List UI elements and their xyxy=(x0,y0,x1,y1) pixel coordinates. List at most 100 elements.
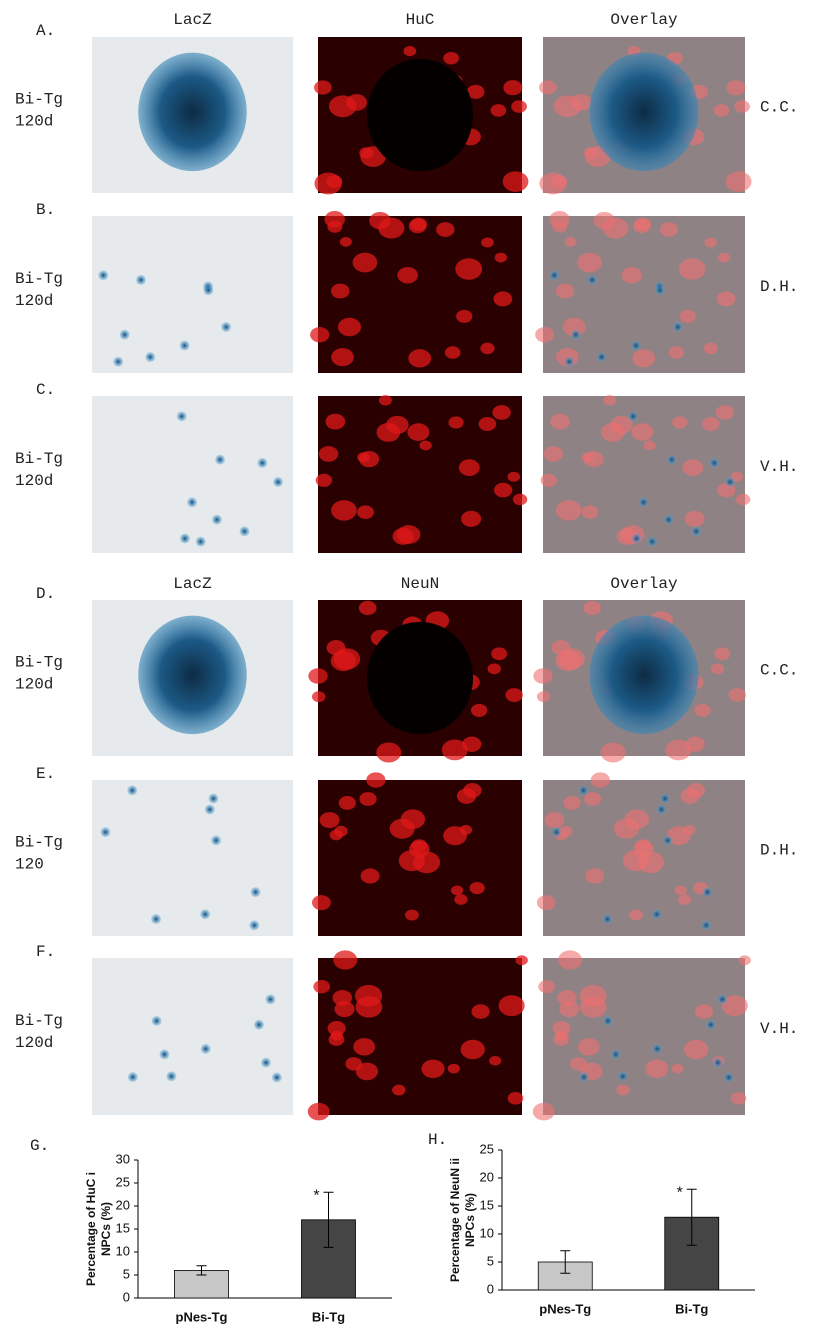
cell xyxy=(451,885,463,895)
cell xyxy=(459,459,480,476)
cell xyxy=(405,910,419,921)
lacz-dot xyxy=(717,994,727,1004)
cell xyxy=(643,440,655,450)
lacz-dot xyxy=(578,785,588,795)
cell xyxy=(671,1064,683,1074)
region-label: V.H. xyxy=(760,1020,798,1038)
cell xyxy=(601,742,626,762)
cell xyxy=(334,826,348,837)
cell xyxy=(571,94,592,111)
lacz-dot xyxy=(177,411,187,421)
lacz-dot xyxy=(603,1016,613,1026)
row-label: Bi-Tg xyxy=(15,270,63,288)
cell xyxy=(377,423,401,442)
cell xyxy=(359,792,376,806)
column-header: Overlay xyxy=(610,11,678,29)
lacz-dot xyxy=(602,914,612,924)
lacz-dot xyxy=(660,794,670,804)
cell xyxy=(325,414,345,430)
y-tick-label: 20 xyxy=(116,1197,130,1212)
lacz-dot xyxy=(628,411,638,421)
y-tick-label: 15 xyxy=(480,1197,494,1212)
cell xyxy=(503,80,522,95)
cell xyxy=(345,1057,362,1070)
lacz-dot xyxy=(200,909,210,919)
y-axis-label: Percentage of HuC i xyxy=(84,1172,98,1286)
row-label: Bi-Tg xyxy=(15,450,63,468)
cell xyxy=(403,46,416,56)
cell xyxy=(359,601,377,615)
lacz-region xyxy=(138,53,247,172)
row-label: 120d xyxy=(15,292,53,310)
column-header: NeuN xyxy=(401,575,439,593)
cell xyxy=(625,809,650,829)
cell xyxy=(555,1031,567,1041)
row-label: 120d xyxy=(15,472,53,490)
cell xyxy=(331,500,357,520)
cell xyxy=(448,1064,460,1074)
cell xyxy=(683,825,695,835)
cell xyxy=(539,80,557,94)
cell xyxy=(734,100,750,113)
cell xyxy=(556,500,582,520)
cell xyxy=(456,310,472,323)
lacz-dot xyxy=(221,322,231,332)
lacz-dot xyxy=(597,352,607,362)
y-tick-label: 25 xyxy=(480,1141,494,1156)
cell xyxy=(421,1060,444,1078)
lacz-dot xyxy=(215,455,225,465)
lacz-dot xyxy=(113,357,123,367)
panel-letter: H. xyxy=(428,1131,447,1149)
cell xyxy=(544,446,563,462)
lacz-dot xyxy=(128,1072,138,1082)
cell xyxy=(516,955,528,965)
y-axis-label: Percentage of NeuN ii xyxy=(448,1158,462,1282)
cell xyxy=(511,100,527,113)
cell xyxy=(685,511,705,527)
cell xyxy=(558,950,582,969)
panel-letter: C. xyxy=(36,381,55,399)
cell xyxy=(326,175,342,188)
cell xyxy=(578,1038,600,1055)
cell xyxy=(339,796,356,810)
lacz-dot xyxy=(631,341,641,351)
y-tick-label: 30 xyxy=(116,1151,130,1166)
cell xyxy=(494,483,512,498)
cell xyxy=(684,1040,708,1059)
cell xyxy=(479,417,497,431)
cell xyxy=(711,663,724,674)
cell xyxy=(393,528,414,545)
lacz-dot xyxy=(254,1020,264,1030)
lacz-dot xyxy=(180,341,190,351)
cell xyxy=(357,452,370,462)
cell xyxy=(629,910,643,921)
lacz-dot xyxy=(249,920,259,930)
cell xyxy=(538,980,555,993)
cell xyxy=(714,647,730,660)
cell xyxy=(503,171,529,192)
lacz-region xyxy=(589,53,698,172)
cell xyxy=(312,691,326,702)
y-tick-label: 5 xyxy=(123,1266,130,1281)
cell xyxy=(577,253,602,273)
y-tick-label: 0 xyxy=(123,1289,130,1304)
cell xyxy=(316,474,332,487)
cell xyxy=(726,80,745,95)
lacz-dot xyxy=(272,1072,282,1082)
lacz-dot xyxy=(127,785,137,795)
cell xyxy=(680,310,696,323)
lacz-dot xyxy=(709,458,719,468)
lacz-dot xyxy=(159,1049,169,1059)
panel-letter: B. xyxy=(36,201,55,219)
cell xyxy=(480,343,494,354)
lacz-dot xyxy=(265,994,275,1004)
lacz-dot xyxy=(261,1058,271,1068)
y-tick-label: 15 xyxy=(116,1220,130,1235)
cell xyxy=(488,663,501,674)
cell xyxy=(702,417,720,431)
row-label: Bi-Tg xyxy=(15,91,63,109)
cell xyxy=(687,783,705,798)
page: {"panels": { "section1": {"headers": ["L… xyxy=(0,0,819,1326)
region-label: V.H. xyxy=(760,458,798,476)
lacz-dot xyxy=(240,526,250,536)
